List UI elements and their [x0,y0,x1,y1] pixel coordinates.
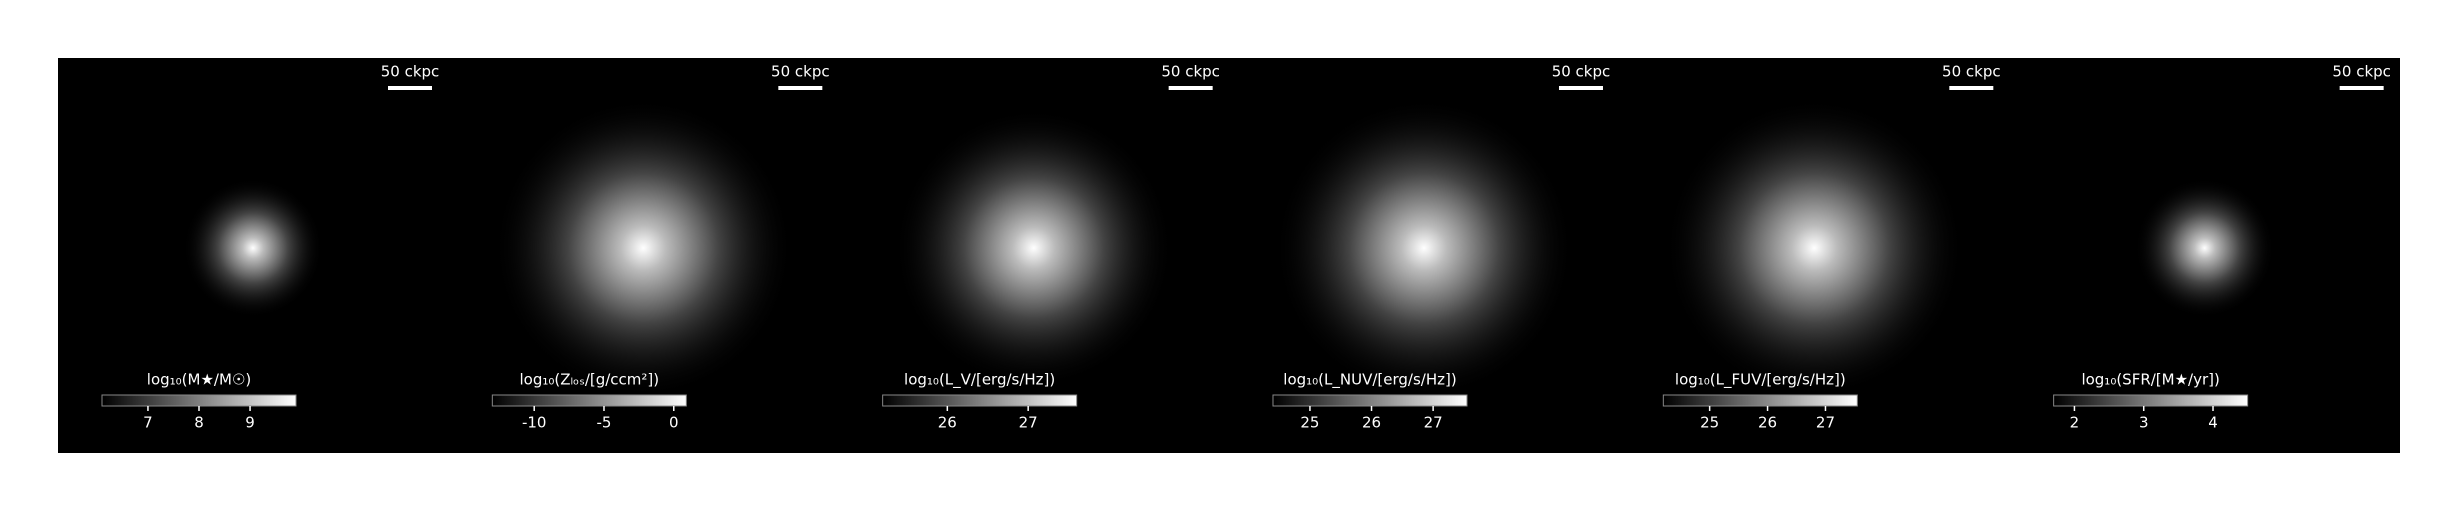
colorbar-tick-label: 27 [1019,414,1038,432]
colorbar-label: log₁₀(L_FUV/[erg/s/Hz]) [1675,371,1846,390]
colorbar [1272,394,1468,407]
colorbar [491,394,687,407]
colorbar [1662,394,1858,407]
colorbar-tick-label: 27 [1424,414,1443,432]
colorbar-label: log₁₀(L_NUV/[erg/s/Hz]) [1283,371,1456,390]
image-background [58,58,2400,453]
galaxy-image [183,178,323,318]
scale-bar-label: 50 ckpc [1942,63,2001,81]
colorbar-tick-label: 26 [938,414,957,432]
scale-bar-label: 50 ckpc [381,63,440,81]
colorbar-tick-label: 4 [2208,414,2218,432]
scale-bar-label: 50 ckpc [1552,63,1611,81]
colorbar-tick-label: 26 [1758,414,1777,432]
colorbar-tick-label: 27 [1816,414,1835,432]
colorbar [2053,394,2249,407]
colorbar-label: log₁₀(L_V/[erg/s/Hz]) [904,371,1055,390]
colorbar-label: log₁₀(Zₗₒₛ/[g/ccm²]) [520,371,660,389]
scale-bar-label: 50 ckpc [771,63,830,81]
galaxy-image [493,98,794,398]
galaxy-image [1664,98,1965,398]
colorbar-tick-label: 8 [194,414,204,432]
colorbar [882,394,1078,407]
scale-bar-label: 50 ckpc [2332,63,2391,81]
colorbar-label: log₁₀(SFR/[M★/yr]) [2081,371,2219,389]
colorbar-label: log₁₀(M★/M☉) [147,371,251,389]
colorbar-tick-label: 3 [2139,414,2149,432]
colorbar-tick-label: 2 [2070,414,2080,432]
galaxy-image [893,108,1174,388]
colorbar-tick-label: 26 [1362,414,1381,432]
galaxy-image [1273,98,1574,398]
colorbar [101,394,297,407]
colorbar-tick-label: 7 [143,414,153,432]
colorbar-tick-label: 25 [1300,414,1319,432]
colorbar-tick-label: 25 [1700,414,1719,432]
colorbar-tick-label: -10 [522,414,547,432]
colorbar-tick-label: -5 [597,414,612,432]
colorbar-tick-label: 0 [669,414,679,432]
colorbar-tick-label: 9 [245,414,255,432]
scale-bar-label: 50 ckpc [1161,63,1220,81]
galaxy-image [2134,178,2275,318]
